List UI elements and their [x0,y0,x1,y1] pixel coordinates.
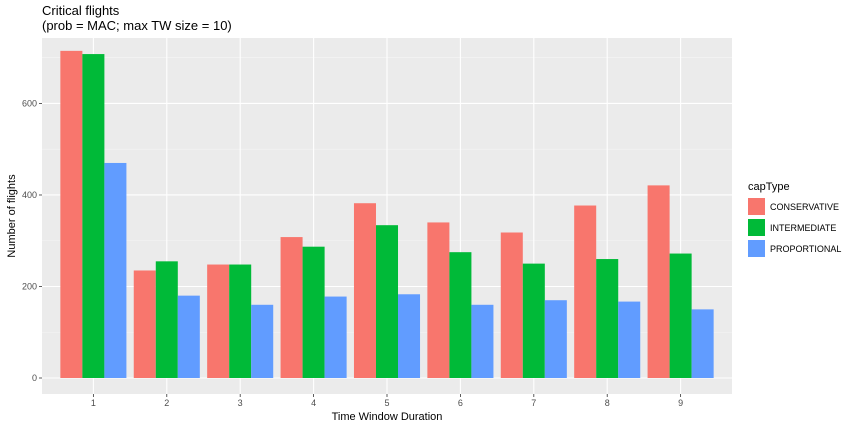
bar-conservative-2 [133,270,156,378]
bar-conservative-5 [353,203,376,378]
bar-proportional-1 [104,162,127,378]
bar-intermediate-7 [522,263,545,378]
bar-intermediate-2 [155,261,178,378]
x-tick-label: 9 [678,398,683,408]
bar-conservative-8 [574,205,597,378]
axes: 0 200 400 600 1 2 3 4 5 6 7 8 9 [22,98,683,408]
x-tick-label: 3 [238,398,243,408]
bar-proportional-3 [251,304,274,378]
x-tick-label: 7 [531,398,536,408]
x-axis-title: Time Window Duration [332,411,443,423]
y-tick-label: 0 [32,373,37,383]
bar-conservative-9 [647,185,670,378]
x-tick-label: 8 [605,398,610,408]
legend-label-intermediate: INTERMEDIATE [770,223,836,233]
legend-key-intermediate [748,219,765,236]
y-tick-label: 200 [22,281,37,291]
bars [60,50,714,379]
x-tick-label: 1 [91,398,96,408]
bar-conservative-7 [500,232,523,378]
bar-conservative-1 [60,50,83,379]
bar-proportional-4 [324,296,347,378]
y-axis-title: Number of flights [6,174,18,258]
y-tick-label: 600 [22,98,37,108]
x-tick-label: 5 [384,398,389,408]
bar-intermediate-9 [669,253,692,378]
legend-label-conservative: CONSERVATIVE [770,202,839,212]
bar-proportional-9 [691,309,714,378]
bar-conservative-3 [207,264,230,378]
chart-subtitle: (prob = MAC; max TW size = 10) [42,18,232,33]
x-tick-label: 6 [458,398,463,408]
bar-proportional-7 [544,300,567,378]
bar-intermediate-5 [375,225,399,378]
y-tick-label: 400 [22,190,37,200]
chart-title: Critical flights [42,3,120,18]
legend-label-proportional: PROPORTIONAL [770,244,841,254]
x-tick-label: 2 [164,398,169,408]
bar-intermediate-6 [449,252,472,378]
legend-key-conservative [748,198,765,215]
bar-intermediate-3 [229,264,252,378]
bar-intermediate-8 [596,259,619,378]
bar-proportional-8 [618,301,641,378]
bar-proportional-2 [177,295,200,378]
bar-proportional-5 [398,294,421,378]
bar-proportional-6 [471,304,494,378]
legend-key-proportional [748,240,765,257]
bar-intermediate-1 [82,54,105,378]
legend: capType CONSERVATIVE INTERMEDIATE PROPORTI… [748,181,841,257]
x-tick-label: 4 [311,398,316,408]
bar-conservative-4 [280,237,303,378]
bar-conservative-6 [427,222,450,378]
legend-title: capType [748,181,790,193]
bar-intermediate-4 [302,246,325,378]
